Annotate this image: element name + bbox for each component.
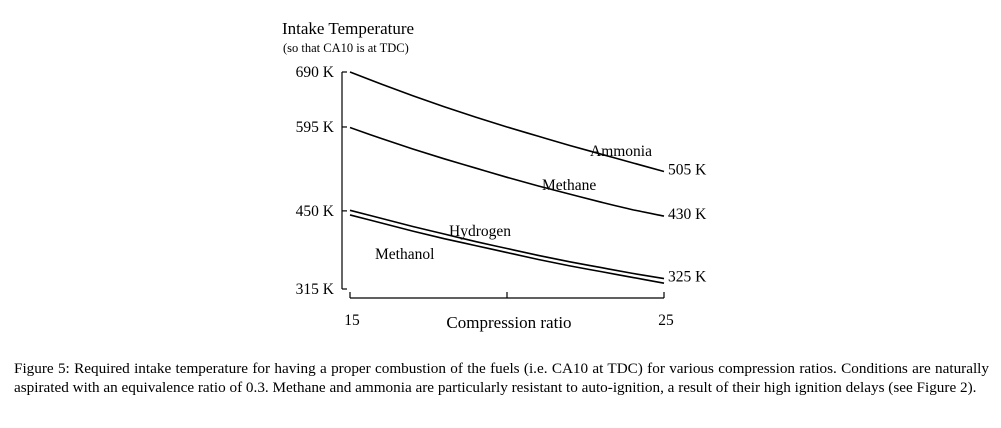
y-tick-label: 690 K	[296, 64, 335, 81]
series-end-label-ammonia: 505 K	[668, 162, 707, 179]
series-line-ammonia	[349, 71, 665, 173]
series-name-hydrogen: Hydrogen	[449, 223, 511, 240]
chart-title: Intake Temperature	[282, 19, 414, 38]
x-tick-label: 25	[658, 312, 674, 329]
x-tick-labels: 15 25	[344, 312, 674, 329]
series-lines	[349, 71, 665, 284]
series-line-hydrogen	[349, 209, 665, 280]
series-line-methanol	[349, 214, 665, 284]
series-labels: Ammonia 505 K Methane 430 K Hydrogen 325 K Met…	[375, 143, 707, 286]
temperature-chart: Intake Temperature (so that CA10 is at T…	[282, 19, 707, 332]
series-name-methane: Methane	[542, 177, 596, 194]
chart-subtitle: (so that CA10 is at TDC)	[283, 41, 409, 55]
y-tick-label: 450 K	[296, 203, 335, 220]
figure-caption: Figure 5: Required intake temperature fo…	[14, 360, 989, 396]
y-tick-labels: 690 K 595 K 450 K 315 K	[296, 64, 335, 298]
y-tick-label: 595 K	[296, 119, 335, 136]
series-name-ammonia: Ammonia	[590, 143, 652, 160]
chart-axes	[341, 71, 665, 299]
x-tick-label: 15	[344, 312, 360, 329]
series-line-methane	[349, 126, 665, 217]
x-axis-label: Compression ratio	[446, 313, 571, 332]
series-end-label-methane: 430 K	[668, 206, 707, 223]
y-tick-label: 315 K	[296, 281, 335, 298]
series-end-label-hydrogen: 325 K	[668, 269, 707, 286]
series-name-methanol: Methanol	[375, 246, 434, 263]
